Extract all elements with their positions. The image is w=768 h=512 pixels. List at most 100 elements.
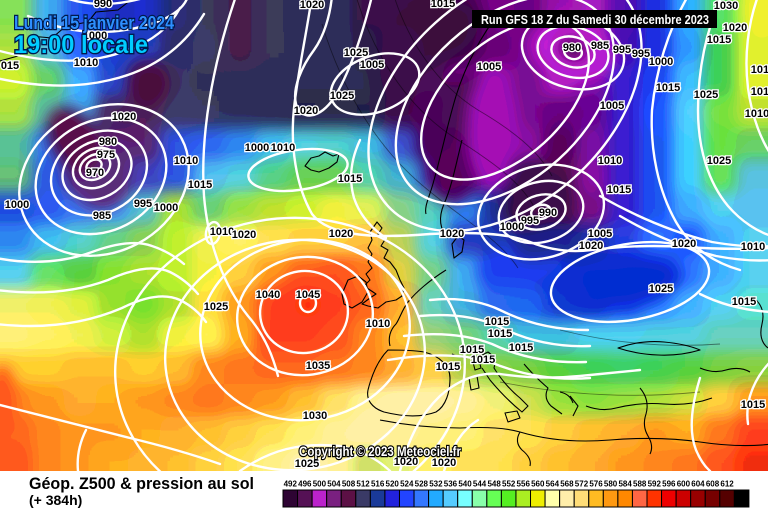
svg-text:985: 985: [93, 210, 111, 222]
svg-text:560: 560: [531, 480, 545, 489]
svg-text:540: 540: [458, 480, 472, 489]
svg-text:1025: 1025: [694, 89, 718, 101]
svg-text:1025: 1025: [649, 283, 673, 295]
svg-text:564: 564: [546, 480, 560, 489]
svg-text:508: 508: [342, 480, 356, 489]
svg-text:1010: 1010: [74, 57, 98, 69]
svg-text:1015: 1015: [656, 82, 680, 94]
svg-text:1005: 1005: [600, 100, 624, 112]
svg-text:(+ 384h): (+ 384h): [29, 492, 82, 508]
svg-text:596: 596: [662, 480, 676, 489]
svg-text:1015: 1015: [732, 296, 756, 308]
svg-text:1020: 1020: [432, 457, 456, 469]
svg-text:1025: 1025: [295, 458, 319, 470]
svg-text:516: 516: [371, 480, 385, 489]
svg-text:588: 588: [633, 480, 647, 489]
svg-text:600: 600: [677, 480, 691, 489]
svg-text:580: 580: [604, 480, 618, 489]
svg-text:544: 544: [473, 480, 487, 489]
svg-text:1000: 1000: [245, 142, 269, 154]
svg-text:504: 504: [327, 480, 341, 489]
svg-text:1040: 1040: [256, 289, 280, 301]
svg-text:520: 520: [386, 480, 400, 489]
svg-text:Copyright © 2023 Meteociel.fr: Copyright © 2023 Meteociel.fr: [299, 444, 462, 459]
svg-text:1005: 1005: [588, 228, 612, 240]
svg-text:552: 552: [502, 480, 516, 489]
svg-text:496: 496: [298, 480, 312, 489]
svg-text:592: 592: [648, 480, 662, 489]
svg-text:1015: 1015: [488, 328, 512, 340]
svg-text:1045: 1045: [296, 289, 320, 301]
svg-text:985: 985: [591, 40, 609, 52]
svg-text:1015: 1015: [607, 184, 631, 196]
svg-text:1015: 1015: [338, 173, 362, 185]
svg-text:1020: 1020: [579, 240, 603, 252]
svg-text:1010: 1010: [174, 155, 198, 167]
svg-text:990: 990: [539, 207, 557, 219]
svg-text:1015: 1015: [471, 354, 495, 366]
svg-text:512: 512: [356, 480, 370, 489]
svg-text:990: 990: [94, 0, 112, 10]
svg-text:975: 975: [97, 149, 115, 161]
svg-text:1010: 1010: [598, 155, 622, 167]
svg-text:1015: 1015: [460, 344, 484, 356]
svg-text:1020: 1020: [329, 228, 353, 240]
svg-text:1015: 1015: [751, 64, 768, 76]
svg-text:1025: 1025: [707, 155, 731, 167]
svg-text:576: 576: [589, 480, 603, 489]
svg-text:1025: 1025: [204, 301, 228, 313]
svg-text:536: 536: [444, 480, 458, 489]
svg-text:1010: 1010: [210, 226, 234, 238]
svg-text:604: 604: [691, 480, 705, 489]
svg-text:1015: 1015: [485, 316, 509, 328]
svg-text:1030: 1030: [303, 410, 327, 422]
svg-text:1020: 1020: [394, 456, 418, 468]
svg-text:528: 528: [415, 480, 429, 489]
svg-text:612: 612: [720, 480, 734, 489]
svg-text:1035: 1035: [306, 360, 330, 372]
svg-text:1005: 1005: [477, 61, 501, 73]
svg-text:1010: 1010: [741, 241, 765, 253]
svg-text:1020: 1020: [232, 229, 256, 241]
svg-text:1015: 1015: [431, 0, 455, 10]
svg-text:1015: 1015: [436, 361, 460, 373]
svg-text:1000: 1000: [83, 30, 107, 42]
svg-text:1025: 1025: [330, 90, 354, 102]
svg-text:1030: 1030: [714, 0, 738, 12]
svg-text:1000: 1000: [5, 199, 29, 211]
svg-text:Lundi 15 janvier 2024: Lundi 15 janvier 2024: [14, 13, 174, 33]
svg-text:995: 995: [632, 48, 650, 60]
svg-text:572: 572: [575, 480, 589, 489]
svg-text:1000: 1000: [500, 221, 524, 233]
svg-text:19:00 locale: 19:00 locale: [14, 31, 148, 59]
svg-text:532: 532: [429, 480, 443, 489]
svg-text:556: 556: [517, 480, 531, 489]
svg-text:1020: 1020: [294, 105, 318, 117]
svg-text:1010: 1010: [745, 108, 768, 120]
svg-text:995: 995: [134, 198, 152, 210]
svg-text:Run GFS 18 Z du Samedi 30 déce: Run GFS 18 Z du Samedi 30 décembre 2023: [481, 13, 709, 27]
svg-text:1020: 1020: [440, 228, 464, 240]
svg-text:1015: 1015: [509, 342, 533, 354]
svg-text:1000: 1000: [649, 56, 673, 68]
svg-text:1020: 1020: [672, 238, 696, 250]
svg-text:1015: 1015: [188, 179, 212, 191]
svg-text:1005: 1005: [360, 59, 384, 71]
svg-text:1015: 1015: [741, 399, 765, 411]
svg-text:1020: 1020: [112, 111, 136, 123]
svg-text:1010: 1010: [271, 142, 295, 154]
svg-text:524: 524: [400, 480, 414, 489]
svg-text:1010: 1010: [366, 318, 390, 330]
svg-text:1015: 1015: [707, 34, 731, 46]
svg-text:970: 970: [86, 167, 104, 179]
svg-text:548: 548: [487, 480, 501, 489]
svg-text:492: 492: [284, 480, 298, 489]
svg-text:1000: 1000: [154, 202, 178, 214]
svg-text:980: 980: [99, 136, 117, 148]
svg-text:568: 568: [560, 480, 574, 489]
svg-text:608: 608: [706, 480, 720, 489]
svg-text:1025: 1025: [344, 47, 368, 59]
svg-text:1010: 1010: [751, 86, 768, 98]
svg-text:1020: 1020: [723, 22, 747, 34]
svg-text:995: 995: [613, 44, 631, 56]
